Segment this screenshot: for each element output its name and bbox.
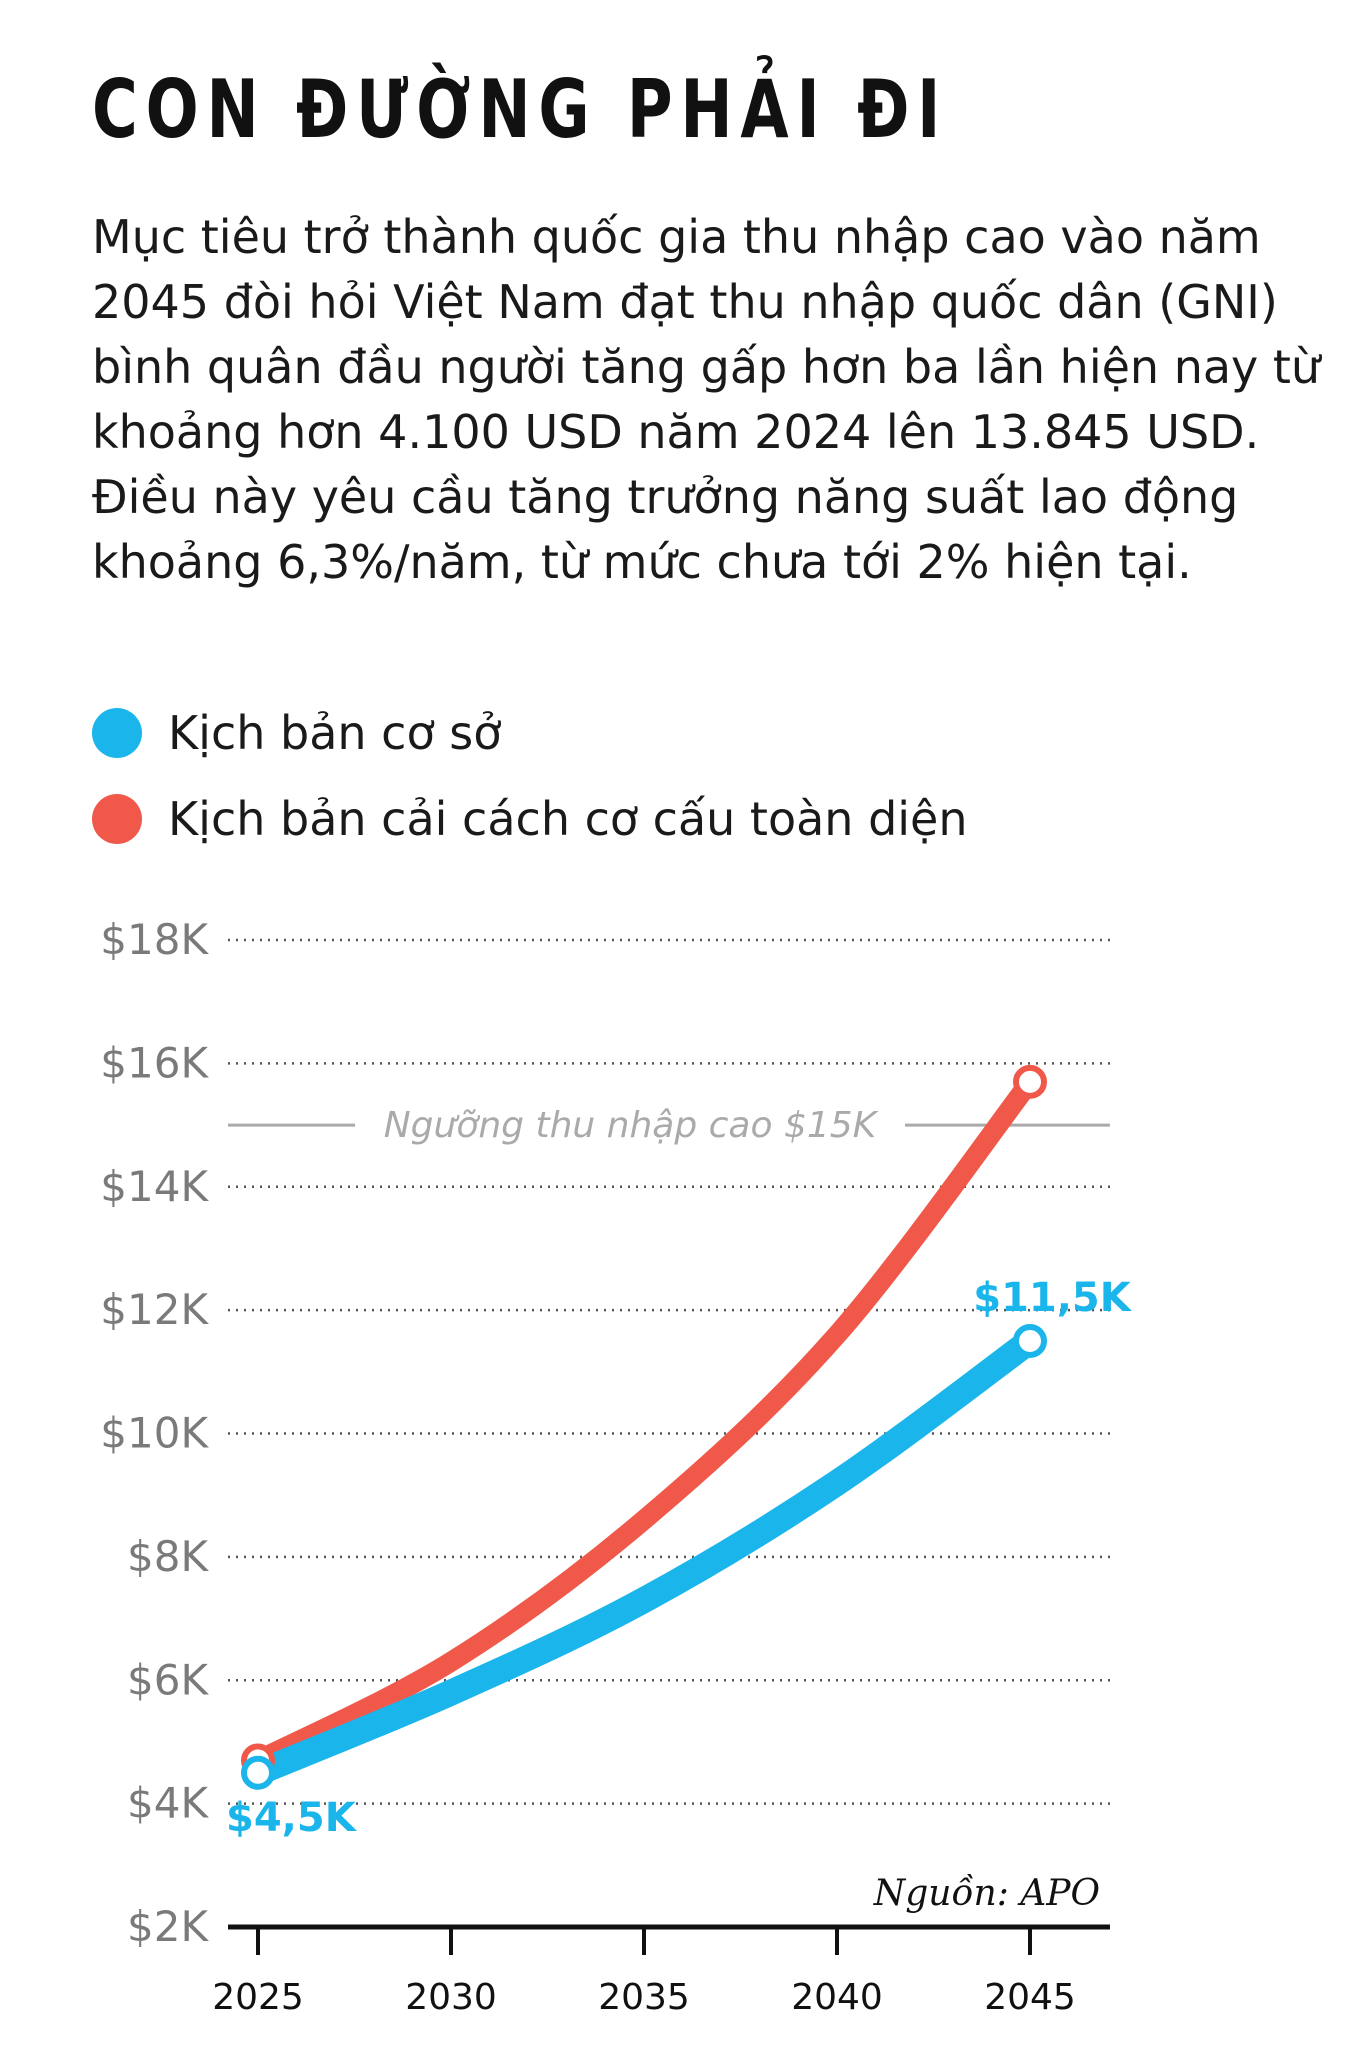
legend: Kịch bản cơ sở Kịch bản cải cách cơ cấu … [92, 690, 968, 862]
x-tick-label: 2040 [791, 1977, 883, 2018]
legend-dot-reform [92, 794, 142, 844]
x-tick-label: 2030 [405, 1977, 497, 2018]
legend-label-reform: Kịch bản cải cách cơ cấu toàn diện [168, 792, 968, 846]
threshold-label: Ngưỡng thu nhập cao $15K [384, 1105, 879, 1146]
x-tick-label: 2025 [212, 1977, 304, 2018]
legend-item-baseline: Kịch bản cơ sở [92, 690, 968, 776]
data-point [1013, 1064, 1047, 1099]
y-tick-label: $12K [100, 1285, 209, 1334]
data-point [241, 1755, 275, 1790]
line-chart: $2K $4K $6K $8K $10K $12K $14K $16K $18K Ngưỡng t… [100, 915, 1133, 2018]
y-tick-label: $8K [127, 1532, 209, 1581]
source-note: Nguồn: APO [873, 1873, 1100, 1914]
data-point [1013, 1323, 1047, 1358]
data-label-start: $4,5K [226, 1795, 358, 1841]
y-tick-label: $6K [127, 1655, 209, 1704]
y-tick-label: $14K [100, 1162, 209, 1211]
x-tick-label: 2045 [984, 1977, 1076, 2018]
legend-dot-baseline [92, 708, 142, 758]
legend-label-baseline: Kịch bản cơ sở [168, 706, 502, 760]
x-tick-label: 2035 [598, 1977, 690, 2018]
description: Mục tiêu trở thành quốc gia thu nhập cao… [92, 210, 1321, 589]
legend-item-reform: Kịch bản cải cách cơ cấu toàn diện [92, 776, 968, 862]
series-line-baseline [245, 1327, 1043, 1786]
series-line-reform [248, 1071, 1040, 1771]
y-tick-label: $2K [127, 1902, 209, 1951]
y-tick-label: $16K [100, 1038, 209, 1087]
y-tick-label: $10K [100, 1409, 209, 1458]
y-tick-label: $4K [127, 1779, 209, 1828]
page-title: CON ĐƯỜNG PHẢI ĐI [92, 63, 949, 156]
y-tick-label: $18K [100, 915, 209, 964]
data-label-end: $11,5K [973, 1275, 1133, 1321]
